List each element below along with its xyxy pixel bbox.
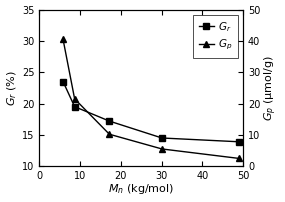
$G_{r}$ [160,137,164,139]
Y-axis label: $G_{p}$ (μmol/g): $G_{p}$ (μmol/g) [263,55,280,121]
Y-axis label: $G_{r}$ (%): $G_{r}$ (%) [5,70,19,106]
$G_{p}$ [73,98,76,100]
$G_{p}$ [237,157,240,160]
$G_{r}$ [73,105,76,108]
Line: $G_{p}$: $G_{p}$ [60,36,242,161]
X-axis label: $M_{n}$ (kg/mol): $M_{n}$ (kg/mol) [108,182,174,196]
$G_{r}$ [61,80,65,83]
Legend: $G_{r}$, $G_{p}$: $G_{r}$, $G_{p}$ [193,15,238,58]
$G_{p}$ [160,148,164,150]
$G_{r}$ [237,141,240,143]
$G_{r}$ [108,120,111,122]
$G_{p}$ [61,38,65,41]
Line: $G_{r}$: $G_{r}$ [60,79,242,145]
$G_{p}$ [108,133,111,136]
